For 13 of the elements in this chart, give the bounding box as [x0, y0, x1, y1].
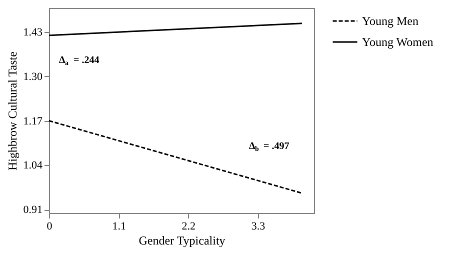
y-tick-label: 1.17	[23, 115, 43, 128]
y-tick-label: 1.43	[23, 26, 43, 38]
x-tick-label: 3.3	[251, 220, 266, 232]
y-tick-label: 1.04	[23, 160, 43, 172]
y-tick-label: 0.91	[23, 204, 42, 216]
legend-label: Young Men	[362, 14, 418, 28]
y-axis-title: Highbrow Cultural Taste	[5, 52, 20, 170]
x-axis-title: Gender Typicality	[138, 234, 226, 248]
legend-label: Young Women	[362, 35, 434, 49]
x-tick-label: 1.1	[112, 220, 126, 232]
x-tick-label: 2.2	[182, 220, 196, 232]
y-tick-label: 1.30	[23, 70, 43, 83]
x-tick-label: 0	[46, 220, 53, 232]
